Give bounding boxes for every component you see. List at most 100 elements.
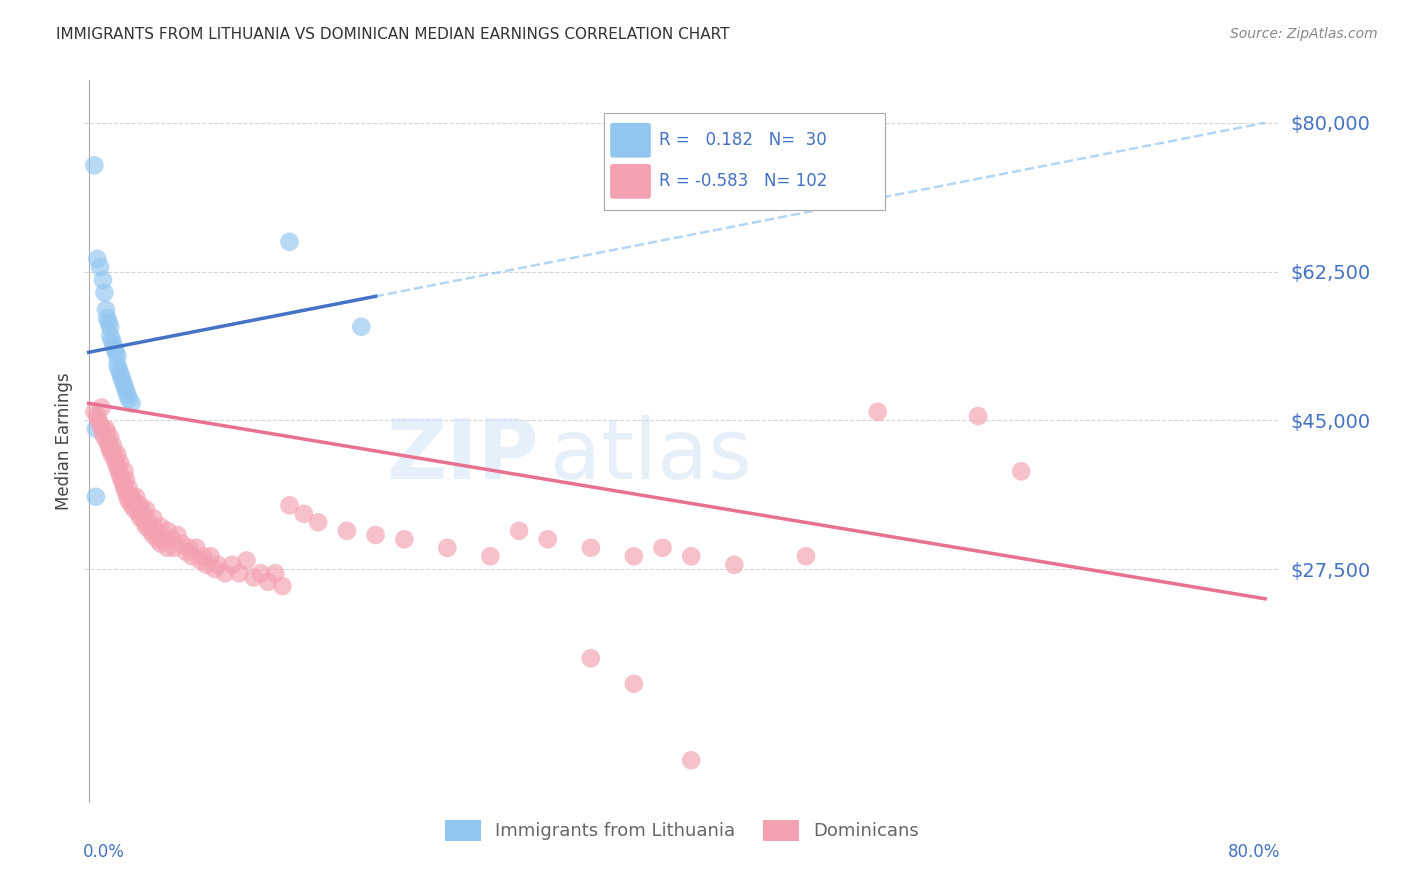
Point (94, 422, 117, 436)
Point (101, 439, 124, 453)
Point (336, 524, 359, 538)
Point (117, 388, 139, 402)
Point (177, 541, 200, 555)
Point (204, 562, 226, 576)
Point (101, 336, 124, 351)
Point (292, 507, 315, 521)
Point (508, 524, 530, 538)
Point (96, 425, 118, 440)
Point (139, 524, 162, 538)
Text: Source: ZipAtlas.com: Source: ZipAtlas.com (1230, 27, 1378, 41)
Point (112, 375, 135, 389)
Point (681, 549, 703, 564)
Point (242, 570, 264, 584)
Point (86, 252, 108, 266)
Point (105, 350, 128, 364)
Point (200, 549, 222, 564)
Point (149, 536, 172, 550)
Point (91, 422, 114, 436)
Point (134, 516, 156, 530)
Point (111, 473, 134, 487)
Point (121, 396, 143, 410)
Point (579, 541, 602, 555)
Point (90, 401, 112, 415)
Point (98, 443, 121, 458)
Point (149, 519, 172, 533)
Point (160, 533, 183, 547)
Point (228, 566, 250, 581)
Point (87, 413, 110, 427)
Point (681, 753, 703, 767)
Point (91, 273, 114, 287)
Point (364, 528, 387, 542)
Point (170, 536, 193, 550)
Point (98, 439, 121, 453)
Point (186, 541, 208, 555)
Point (118, 392, 141, 406)
Point (967, 409, 990, 423)
Point (537, 533, 560, 547)
Point (124, 502, 146, 516)
Point (97, 439, 120, 453)
Point (84, 490, 107, 504)
Point (111, 371, 134, 385)
FancyBboxPatch shape (605, 112, 886, 211)
Point (89, 417, 111, 432)
Point (107, 464, 129, 478)
Point (1010, 464, 1032, 478)
Point (166, 528, 188, 542)
Point (129, 511, 152, 525)
Point (350, 319, 373, 334)
Point (114, 464, 136, 478)
Point (107, 362, 129, 376)
Point (623, 549, 645, 564)
Point (128, 507, 150, 521)
Point (193, 549, 215, 564)
Text: 80.0%: 80.0% (1229, 843, 1281, 861)
Point (86, 409, 108, 423)
Point (94, 302, 117, 317)
Point (110, 468, 132, 483)
Point (794, 549, 817, 564)
Point (181, 549, 204, 564)
Point (125, 490, 148, 504)
Point (115, 485, 138, 500)
FancyBboxPatch shape (610, 164, 651, 199)
Point (93, 285, 115, 300)
FancyBboxPatch shape (610, 123, 651, 158)
Point (221, 558, 243, 572)
Point (146, 533, 169, 547)
Point (623, 677, 645, 691)
Point (207, 558, 229, 572)
Point (271, 579, 294, 593)
Point (142, 528, 165, 542)
Point (138, 516, 160, 530)
Point (103, 447, 125, 461)
Point (145, 524, 167, 538)
Point (257, 574, 280, 589)
Point (264, 566, 287, 581)
Point (115, 384, 138, 398)
Legend: Immigrants from Lithuania, Dominicans: Immigrants from Lithuania, Dominicans (437, 813, 927, 848)
Point (156, 524, 179, 538)
Point (118, 481, 141, 495)
Point (121, 498, 143, 512)
Point (190, 553, 212, 567)
Point (114, 379, 136, 393)
Point (110, 456, 132, 470)
Text: 0.0%: 0.0% (83, 843, 125, 861)
Point (105, 358, 128, 372)
Point (135, 502, 157, 516)
Point (96, 434, 118, 449)
Point (307, 516, 329, 530)
Text: IMMIGRANTS FROM LITHUANIA VS DOMINICAN MEDIAN EARNINGS CORRELATION CHART: IMMIGRANTS FROM LITHUANIA VS DOMINICAN M… (56, 27, 730, 42)
Point (114, 481, 136, 495)
Point (105, 460, 128, 475)
Point (104, 345, 127, 359)
Point (89, 260, 111, 275)
Point (93, 430, 115, 444)
Point (127, 498, 149, 512)
Point (579, 651, 602, 665)
Point (651, 541, 673, 555)
Point (436, 541, 458, 555)
